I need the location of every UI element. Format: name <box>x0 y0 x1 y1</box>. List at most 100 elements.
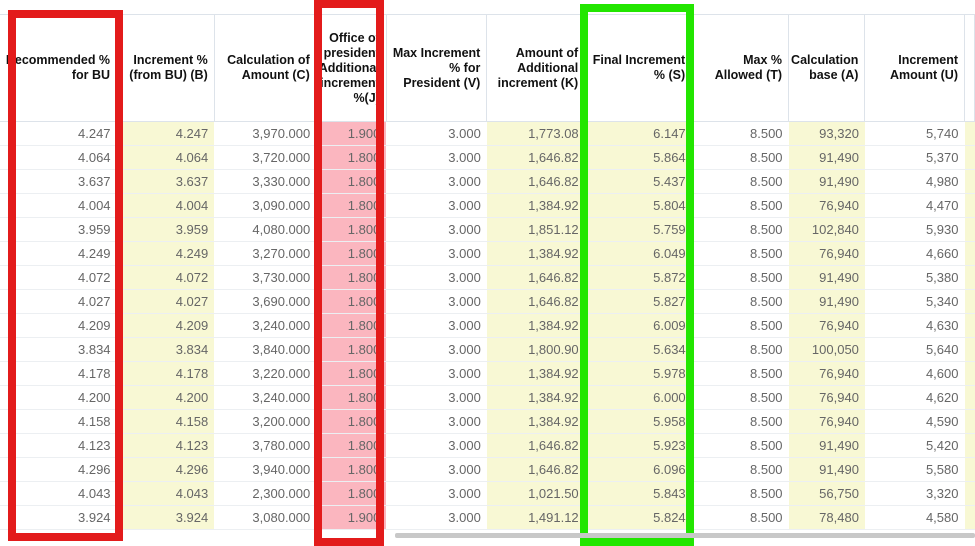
table-cell[interactable]: 3.959 <box>116 217 215 242</box>
table-cell[interactable]: 8.500 <box>691 361 789 386</box>
table-row[interactable]: 4.158 4.158 3,200.000 1.800 3.000 1,384.92 5.9… <box>0 409 975 434</box>
table-row[interactable]: 4.209 4.209 3,240.000 1.800 3.000 1,384.92 6.0… <box>0 313 975 338</box>
table-cell[interactable]: 78,480 <box>788 505 865 530</box>
table-cell[interactable]: 91,490 <box>788 169 865 194</box>
table-cell[interactable]: 76,940 <box>788 409 865 434</box>
table-cell[interactable]: 1,384.92 <box>486 313 585 338</box>
table-cell[interactable]: 100,050 <box>788 337 865 362</box>
table-cell[interactable]: 8.500 <box>691 121 789 146</box>
table-cell[interactable]: 4.200 <box>0 385 117 410</box>
table-cell[interactable]: 4,590 <box>864 409 965 434</box>
table-cell[interactable]: 8.500 <box>691 481 789 506</box>
table-cell[interactable]: 4.004 <box>0 193 117 218</box>
table-cell[interactable]: 1,384.92 <box>486 241 585 266</box>
table-cell[interactable]: 1,491.12 <box>486 505 585 530</box>
table-cell[interactable]: 8.500 <box>691 505 789 530</box>
table-cell[interactable]: 1,646.82 <box>486 145 585 170</box>
table-cell[interactable]: 5.437 <box>584 169 692 194</box>
column-header[interactable]: Max Increment % for President (V) <box>386 14 488 122</box>
table-cell[interactable]: 6.096 <box>584 457 692 482</box>
table-cell[interactable]: 6.147 <box>584 121 692 146</box>
table-row[interactable]: 3.637 3.637 3,330.000 1.800 3.000 1,646.82 5.4… <box>0 169 975 194</box>
table-cell[interactable]: 1,646.82 <box>486 265 585 290</box>
table-cell[interactable]: 3,320 <box>864 481 965 506</box>
table-cell[interactable]: 1,646.82 <box>486 457 585 482</box>
table-cell[interactable]: 3,690.000 <box>214 289 317 314</box>
table-cell[interactable]: 1.800 <box>316 433 387 458</box>
table-cell[interactable]: 3.000 <box>386 457 487 482</box>
table-cell[interactable]: 3,240.000 <box>214 313 317 338</box>
table-cell[interactable]: 4.043 <box>0 481 117 506</box>
table-cell[interactable]: 8.500 <box>691 385 789 410</box>
table-cell[interactable]: 1.800 <box>316 481 387 506</box>
table-row[interactable]: 4.249 4.249 3,270.000 1.800 3.000 1,384.92 6.0… <box>0 241 975 266</box>
table-cell[interactable]: 1,384.92 <box>486 361 585 386</box>
table-cell[interactable]: 3,080.000 <box>214 505 317 530</box>
table-cell[interactable]: 8.500 <box>691 433 789 458</box>
table-cell[interactable]: 1.800 <box>316 313 387 338</box>
table-cell[interactable]: 5.978 <box>584 361 692 386</box>
table-cell[interactable]: 5.864 <box>584 145 692 170</box>
table-cell[interactable]: 4.158 <box>0 409 117 434</box>
table-cell[interactable]: 3,270.000 <box>214 241 317 266</box>
table-cell[interactable]: 3.000 <box>386 265 487 290</box>
table-cell[interactable]: 4.064 <box>116 145 215 170</box>
column-header[interactable]: Max % Allowed (T) <box>691 14 790 122</box>
table-cell[interactable]: 5.827 <box>584 289 692 314</box>
table-cell[interactable]: 2,300.000 <box>214 481 317 506</box>
table-cell[interactable]: 1,800.90 <box>486 337 585 362</box>
table-cell[interactable]: 8.500 <box>691 193 789 218</box>
table-cell[interactable]: 5,380 <box>864 265 965 290</box>
column-header[interactable]: Amount of Additional increment (K) <box>486 14 586 122</box>
table-cell[interactable]: 3.000 <box>386 433 487 458</box>
table-cell[interactable]: 1,021.50 <box>486 481 585 506</box>
table-cell[interactable]: 76,940 <box>788 193 865 218</box>
table-cell[interactable]: 56,750 <box>788 481 865 506</box>
table-cell[interactable]: 4.004 <box>116 193 215 218</box>
table-cell[interactable]: 5,740 <box>864 121 965 146</box>
table-cell[interactable]: 3.000 <box>386 145 487 170</box>
table-cell[interactable]: 1.800 <box>316 409 387 434</box>
table-cell[interactable]: 3,780.000 <box>214 433 317 458</box>
table-row[interactable]: 4.004 4.004 3,090.000 1.800 3.000 1,384.92 5.8… <box>0 193 975 218</box>
table-cell[interactable]: 76,940 <box>788 313 865 338</box>
table-cell[interactable]: 4,980 <box>864 169 965 194</box>
table-cell[interactable]: 4.247 <box>116 121 215 146</box>
table-cell[interactable]: 1,773.08 <box>486 121 585 146</box>
table-cell[interactable]: 5.958 <box>584 409 692 434</box>
table-cell[interactable]: 5,930 <box>864 217 965 242</box>
table-cell[interactable]: 1.800 <box>316 265 387 290</box>
table-cell[interactable]: 5,420 <box>864 433 965 458</box>
table-row[interactable]: 4.064 4.064 3,720.000 1.800 3.000 1,646.82 5.8… <box>0 145 975 170</box>
table-cell[interactable]: 3.637 <box>0 169 117 194</box>
table-row[interactable]: 3.834 3.834 3,840.000 1.800 3.000 1,800.90 5.6… <box>0 337 975 362</box>
table-cell[interactable]: 4.296 <box>116 457 215 482</box>
table-cell[interactable]: 8.500 <box>691 145 789 170</box>
table-cell[interactable]: 5,370 <box>864 145 965 170</box>
table-row[interactable]: 4.178 4.178 3,220.000 1.800 3.000 1,384.92 5.9… <box>0 361 975 386</box>
table-row[interactable]: 4.027 4.027 3,690.000 1.800 3.000 1,646.82 5.8… <box>0 289 975 314</box>
table-cell[interactable]: 6.009 <box>584 313 692 338</box>
table-cell[interactable]: 1.800 <box>316 289 387 314</box>
table-cell[interactable]: 3.637 <box>116 169 215 194</box>
table-cell[interactable]: 1.800 <box>316 145 387 170</box>
table-cell[interactable]: 76,940 <box>788 385 865 410</box>
table-cell[interactable]: 1,851.12 <box>486 217 585 242</box>
table-cell[interactable]: 4,580 <box>864 505 965 530</box>
table-row[interactable]: 4.296 4.296 3,940.000 1.800 3.000 1,646.82 6.0… <box>0 457 975 482</box>
table-cell[interactable]: 91,490 <box>788 145 865 170</box>
table-cell[interactable]: 8.500 <box>691 457 789 482</box>
table-cell[interactable]: 1.800 <box>316 217 387 242</box>
table-cell[interactable]: 3,330.000 <box>214 169 317 194</box>
table-cell[interactable]: 5,340 <box>864 289 965 314</box>
table-cell[interactable]: 3.000 <box>386 409 487 434</box>
table-cell[interactable]: 76,940 <box>788 241 865 266</box>
table-cell[interactable]: 3,200.000 <box>214 409 317 434</box>
table-cell[interactable]: 3.000 <box>386 241 487 266</box>
table-cell[interactable]: 4,600 <box>864 361 965 386</box>
table-cell[interactable]: 4,660 <box>864 241 965 266</box>
table-cell[interactable]: 1,646.82 <box>486 289 585 314</box>
table-cell[interactable]: 8.500 <box>691 169 789 194</box>
table-cell[interactable]: 5,580 <box>864 457 965 482</box>
table-cell[interactable]: 4.200 <box>116 385 215 410</box>
